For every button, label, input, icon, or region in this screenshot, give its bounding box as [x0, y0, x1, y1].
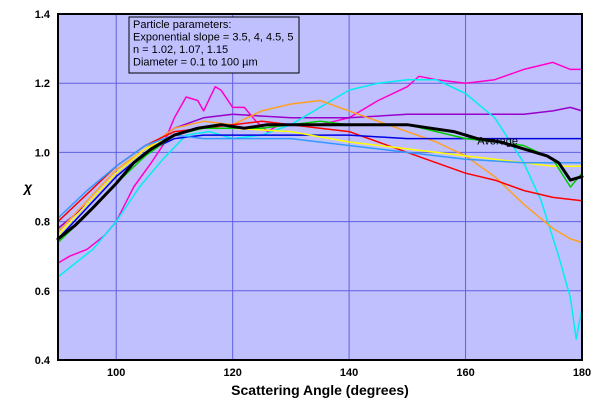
x-tick-label: 140 [340, 367, 358, 379]
series-line-9 [57, 120, 583, 244]
plot-frame [57, 13, 583, 361]
annotation-box: Particle parameters: Exponential slope =… [128, 16, 300, 74]
series-group [56, 61, 584, 340]
annotation-line-1: Particle parameters: [133, 19, 231, 31]
series-line-1 [57, 61, 583, 264]
y-tick-label: 0.6 [35, 286, 50, 298]
y-tick-label: 0.4 [35, 355, 51, 367]
x-tick-label: 100 [107, 367, 125, 379]
series-line-4 [57, 99, 583, 244]
y-tick-label: 1.2 [35, 78, 50, 90]
series-label-average: Average [477, 135, 518, 147]
series-line-average [56, 123, 584, 241]
series-line-3 [57, 78, 583, 340]
annotation-line-4: Diameter = 0.1 to 100 µm [133, 57, 258, 69]
annotation-line-2: Exponential slope = 3.5, 4, 4.5, 5 [133, 32, 294, 44]
y-tick-label: 1.4 [35, 9, 51, 21]
x-tick-label: 160 [456, 367, 474, 379]
series-line-8 [57, 134, 583, 219]
annotation-frame [128, 16, 300, 74]
y-tick-label: 1.0 [35, 147, 50, 159]
annotation-line-3: n = 1.02, 1.07, 1.15 [133, 44, 228, 56]
y-axis-title: χ [22, 179, 33, 195]
tick-labels: 100 120 140 160 180 0.4 0.6 0.8 1.0 1.2 1.4 [35, 9, 591, 379]
y-tick-label: 0.8 [35, 217, 50, 229]
x-axis-title: Scattering Angle (degrees) [231, 382, 409, 398]
x-tick-label: 120 [223, 367, 241, 379]
x-tick-label: 180 [573, 367, 591, 379]
